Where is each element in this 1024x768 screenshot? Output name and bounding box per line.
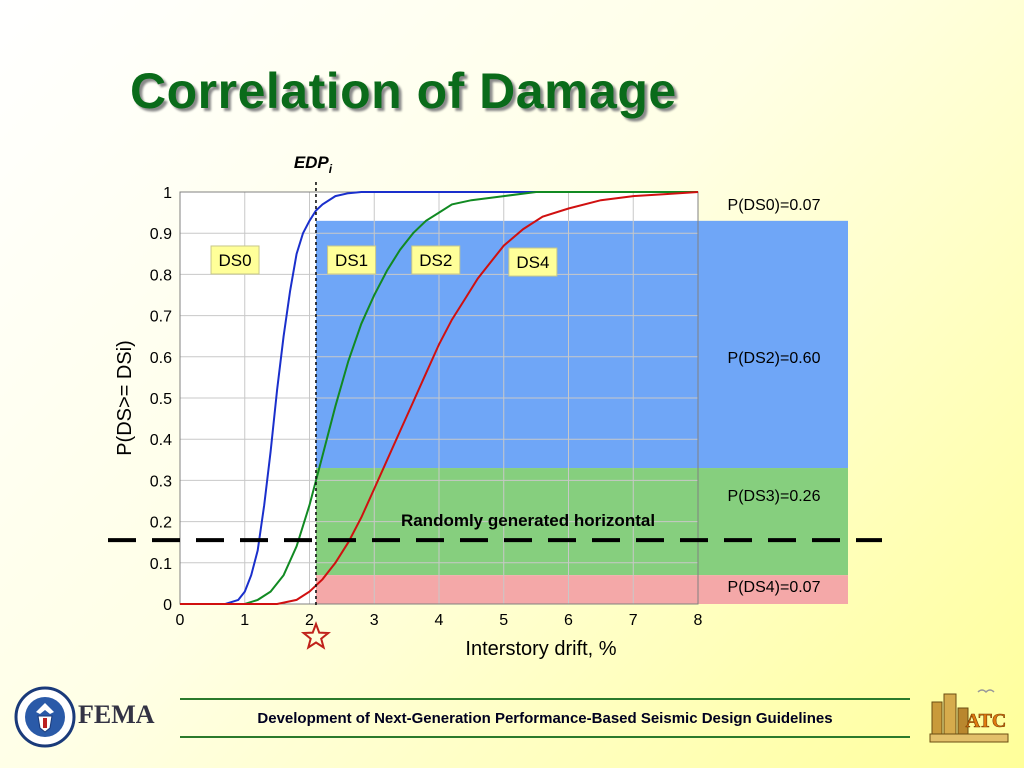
y-tick-label: 1 [163,185,172,202]
x-tick-label: 2 [305,612,314,629]
x-tick-label: 3 [370,612,379,629]
label-text-ds1: DS1 [335,251,368,270]
footer-bar: Development of Next-Generation Performan… [180,698,910,738]
grid [179,191,699,605]
x-axis-label: Interstory drift, % [465,638,616,660]
label-text-ds2: DS2 [419,251,452,270]
y-tick-label: 0.4 [150,432,172,449]
x-tick-label: 1 [240,612,249,629]
dhs-seal-icon [14,686,76,748]
y-tick-label: 0.9 [150,226,172,243]
tick-labels: 0 1 2 3 4 5 6 7 8 0 0.1 0.2 0.3 0.4 0.5 0.6 0.7 0.8 0.9 1 [150,185,703,629]
y-axis-label: P(DS>= DSi) [114,340,136,456]
label-text-ds4: DS4 [516,253,549,272]
band-3 [315,575,849,604]
x-tick-label: 6 [564,612,573,629]
label-box-ds0 [210,245,260,275]
y-tick-label: 0 [163,597,172,614]
label-box-ds2 [411,245,461,275]
edp-label-subscript: i [329,162,333,176]
slide-title: Correlation of Damage [130,63,677,119]
x-tick-label: 5 [499,612,508,629]
y-tick-label: 0.6 [150,350,172,367]
y-tick-label: 0.3 [150,473,172,490]
random-line-label: Randomly generated horizontal [401,511,655,530]
band-label: P(DS4)=0.07 [728,579,821,596]
series-ds4-curve [180,191,699,605]
fragility-curves [180,191,699,605]
x-tick-label: 8 [694,612,703,629]
y-tick-label: 0.1 [150,556,172,573]
fema-logo-text: FEMA [78,700,155,729]
atc-logo-icon: ATC [929,689,1009,743]
annotations: P(DS0)=0.07 P(DS2)=0.60 P(DS3)=0.26 P(DS4)=… [108,153,882,650]
atc-logo-text: ATC [966,710,1007,732]
label-box-ds1 [327,245,377,275]
label-box-ds4 [508,247,558,277]
star-icon [300,621,331,650]
edp-label-main: EDP [294,153,330,172]
series-ds1-curve [180,191,698,605]
y-tick-label: 0.7 [150,309,172,326]
y-tick-label: 0.2 [150,515,172,532]
x-tick-label: 4 [435,612,444,629]
band-label: P(DS3)=0.26 [728,488,821,505]
damage-chart: P(DS0)=0.07 P(DS2)=0.60 P(DS3)=0.26 P(DS4)=… [108,153,882,660]
band-1 [315,220,849,469]
band-label: P(DS0)=0.07 [728,197,821,214]
label-text-ds0: DS0 [218,251,251,270]
band-label: P(DS2)=0.60 [728,350,821,367]
y-tick-label: 0.5 [150,391,172,408]
x-tick-label: 0 [176,612,185,629]
series-ds0-curve [180,191,698,605]
edp-label: EDPi [294,153,333,176]
footer-text: Development of Next-Generation Performan… [257,709,833,727]
y-tick-label: 0.8 [150,267,172,284]
x-tick-label: 7 [629,612,638,629]
